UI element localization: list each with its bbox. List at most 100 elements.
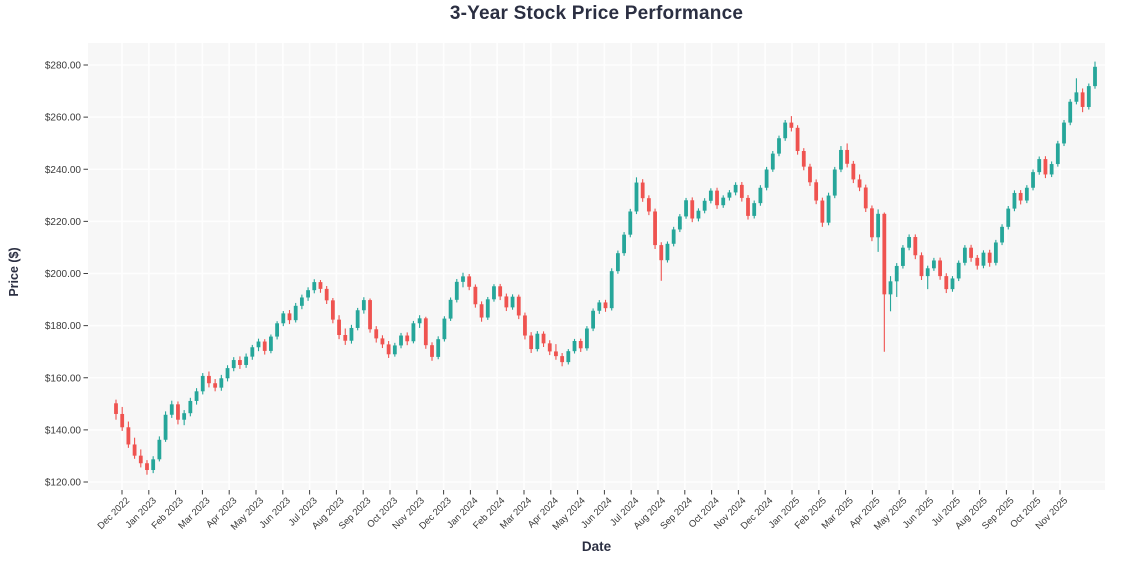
candle-body (361, 300, 366, 311)
candle-body (349, 327, 354, 341)
candle-body (535, 333, 540, 350)
candle-body (1031, 172, 1035, 188)
candle-body (510, 296, 515, 308)
candle-body (894, 265, 899, 282)
candle-body (269, 336, 273, 351)
candle (485, 296, 490, 320)
candle-body (764, 169, 769, 188)
y-axis-label: Price ($) (7, 247, 21, 297)
price-axis-tick-label: $120.00 (45, 478, 82, 489)
candle-body (523, 315, 527, 336)
price-axis-tick-label: $180.00 (45, 321, 82, 332)
candle (572, 338, 577, 354)
candle-body (244, 356, 249, 365)
candle-body (801, 151, 806, 167)
candle-body (615, 253, 620, 272)
candle-body (1093, 66, 1097, 87)
candle (504, 293, 509, 312)
candle (925, 265, 930, 290)
candle (151, 456, 156, 474)
chart-title: 3-Year Stock Price Performance (449, 3, 744, 24)
candle (132, 437, 137, 459)
candle-body (578, 341, 583, 349)
candle (1080, 88, 1085, 113)
candle (894, 263, 899, 297)
candle-body (1055, 143, 1060, 165)
candle (467, 274, 472, 291)
candle-body (572, 341, 577, 352)
candle-body (851, 163, 856, 180)
candle (182, 410, 187, 426)
candle-body (250, 347, 255, 357)
candle (516, 294, 521, 320)
candle (163, 411, 168, 442)
candle (820, 197, 825, 227)
candle-body (312, 282, 317, 291)
candle (250, 344, 255, 360)
candle (541, 331, 546, 347)
candle (114, 399, 118, 420)
candle-body (814, 182, 819, 201)
candle-body (120, 413, 125, 428)
candle-body (1068, 101, 1073, 123)
candle (870, 205, 874, 242)
candle (138, 449, 143, 468)
candle-body (975, 257, 980, 266)
candle-body (876, 213, 881, 238)
candle (808, 163, 812, 186)
candle-body (392, 345, 397, 355)
candle-body (207, 375, 211, 384)
candle (293, 302, 298, 323)
candle (857, 174, 862, 192)
candle (454, 278, 459, 303)
price-axis-tick-label: $220.00 (45, 217, 82, 228)
candle (207, 371, 211, 388)
candle-body (597, 302, 602, 311)
candle (733, 182, 738, 196)
candle-body (560, 356, 565, 363)
candle (696, 208, 701, 222)
candle (615, 250, 620, 274)
candle-body (1043, 159, 1048, 175)
candle (238, 356, 242, 369)
candle (1068, 99, 1073, 126)
candle (640, 179, 645, 202)
candle-body (225, 368, 230, 379)
candle (907, 234, 912, 251)
candle-body (733, 184, 738, 193)
candle (789, 116, 794, 132)
candle (188, 397, 193, 417)
candle-body (343, 335, 348, 341)
candle-body (200, 375, 205, 392)
candle-body (777, 138, 781, 154)
candle-body (640, 182, 645, 199)
candle-body (969, 247, 973, 258)
candle (671, 226, 676, 247)
candle (213, 379, 218, 392)
x-axis-label: Date (581, 539, 612, 554)
candle (529, 332, 534, 353)
candle-body (541, 333, 546, 344)
candle-body (659, 245, 664, 261)
candle-body (188, 400, 193, 414)
candle-body (287, 313, 292, 321)
candle (566, 349, 571, 365)
candle (659, 242, 664, 281)
candle (851, 160, 856, 184)
candle-body (962, 247, 967, 263)
candle (145, 460, 149, 475)
candle-body (702, 200, 707, 211)
candle (423, 316, 428, 349)
candle (702, 198, 707, 214)
candle-body (138, 455, 143, 464)
candle-body (789, 122, 794, 128)
candle (330, 297, 335, 324)
candle (863, 184, 868, 212)
candle-body (157, 439, 162, 460)
candle (1043, 156, 1048, 179)
candle-body (826, 195, 831, 223)
candle (1093, 61, 1097, 89)
candle-body (696, 210, 701, 219)
